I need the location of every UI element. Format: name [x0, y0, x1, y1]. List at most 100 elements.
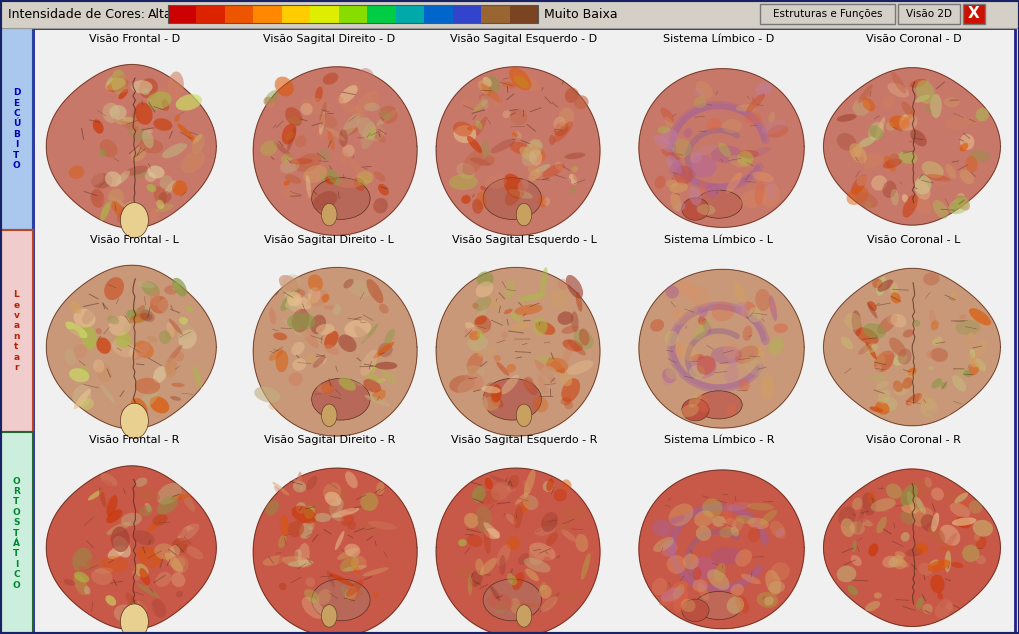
Ellipse shape — [473, 306, 486, 331]
Ellipse shape — [170, 396, 181, 401]
Ellipse shape — [95, 292, 105, 302]
Ellipse shape — [565, 87, 578, 103]
Ellipse shape — [109, 105, 126, 120]
Ellipse shape — [503, 174, 524, 198]
Ellipse shape — [298, 330, 310, 339]
Ellipse shape — [96, 328, 102, 334]
Ellipse shape — [64, 579, 75, 586]
Ellipse shape — [870, 365, 880, 377]
Ellipse shape — [573, 172, 591, 187]
Ellipse shape — [542, 481, 553, 492]
Ellipse shape — [274, 77, 293, 96]
Ellipse shape — [886, 313, 896, 325]
Ellipse shape — [338, 335, 357, 352]
Ellipse shape — [378, 184, 388, 195]
Ellipse shape — [680, 598, 695, 612]
Ellipse shape — [865, 342, 876, 359]
Ellipse shape — [339, 152, 350, 164]
Ellipse shape — [852, 146, 861, 157]
Ellipse shape — [343, 279, 354, 288]
Ellipse shape — [76, 133, 97, 155]
Ellipse shape — [458, 539, 467, 547]
Ellipse shape — [324, 344, 339, 355]
Ellipse shape — [510, 313, 521, 322]
Ellipse shape — [273, 486, 284, 498]
Ellipse shape — [929, 94, 941, 118]
Ellipse shape — [522, 480, 530, 494]
Ellipse shape — [472, 199, 482, 214]
Ellipse shape — [344, 586, 357, 600]
Ellipse shape — [840, 518, 854, 537]
Ellipse shape — [476, 271, 493, 287]
Ellipse shape — [310, 357, 323, 380]
Ellipse shape — [380, 370, 396, 383]
Ellipse shape — [149, 208, 158, 221]
Ellipse shape — [476, 191, 486, 210]
Ellipse shape — [930, 512, 938, 532]
Ellipse shape — [306, 476, 317, 490]
Ellipse shape — [130, 146, 147, 162]
Ellipse shape — [136, 596, 147, 623]
Ellipse shape — [877, 389, 890, 404]
Text: Visão Frontal - R: Visão Frontal - R — [89, 436, 179, 445]
Ellipse shape — [126, 309, 138, 320]
Ellipse shape — [879, 344, 894, 355]
Ellipse shape — [697, 316, 705, 325]
Ellipse shape — [930, 378, 942, 389]
Ellipse shape — [146, 559, 153, 566]
Ellipse shape — [508, 189, 533, 198]
Ellipse shape — [581, 553, 590, 580]
Ellipse shape — [746, 147, 770, 158]
Ellipse shape — [905, 548, 922, 557]
Ellipse shape — [484, 528, 499, 539]
Ellipse shape — [106, 495, 117, 516]
Ellipse shape — [93, 359, 104, 373]
Ellipse shape — [153, 366, 166, 383]
Ellipse shape — [943, 354, 959, 366]
Ellipse shape — [303, 165, 327, 183]
Ellipse shape — [108, 545, 125, 559]
Ellipse shape — [934, 599, 952, 618]
Ellipse shape — [545, 532, 557, 546]
Ellipse shape — [689, 155, 716, 178]
Ellipse shape — [722, 342, 739, 359]
Ellipse shape — [537, 195, 546, 207]
Ellipse shape — [457, 378, 480, 394]
Ellipse shape — [374, 549, 378, 557]
Text: L
e
v
a
n
t
a
r: L e v a n t a r — [13, 290, 19, 372]
Ellipse shape — [515, 601, 543, 608]
Ellipse shape — [101, 189, 125, 209]
Ellipse shape — [510, 598, 521, 614]
Ellipse shape — [968, 115, 983, 125]
Text: Visão Sagital Direito - L: Visão Sagital Direito - L — [264, 235, 393, 245]
Ellipse shape — [881, 555, 898, 568]
Ellipse shape — [317, 589, 331, 605]
Ellipse shape — [871, 278, 881, 288]
Ellipse shape — [110, 197, 125, 207]
Ellipse shape — [849, 513, 866, 522]
Text: Visão Sagital Esquerdo - D: Visão Sagital Esquerdo - D — [450, 34, 597, 44]
Ellipse shape — [838, 507, 855, 527]
Ellipse shape — [483, 155, 494, 165]
Ellipse shape — [100, 202, 110, 221]
Ellipse shape — [91, 112, 109, 131]
Ellipse shape — [324, 492, 341, 506]
Ellipse shape — [278, 534, 286, 548]
Ellipse shape — [900, 484, 917, 506]
Text: Visão Sagital Esquerdo - R: Visão Sagital Esquerdo - R — [450, 436, 596, 445]
Ellipse shape — [570, 535, 580, 545]
Ellipse shape — [651, 578, 666, 595]
Ellipse shape — [518, 293, 546, 301]
Ellipse shape — [496, 544, 511, 566]
Ellipse shape — [494, 601, 508, 613]
Ellipse shape — [312, 378, 370, 420]
Ellipse shape — [78, 566, 85, 573]
Ellipse shape — [649, 319, 663, 332]
Ellipse shape — [747, 517, 768, 529]
Ellipse shape — [969, 150, 989, 162]
Ellipse shape — [542, 505, 559, 521]
Ellipse shape — [475, 559, 484, 575]
Ellipse shape — [152, 514, 167, 526]
Ellipse shape — [325, 176, 335, 184]
Ellipse shape — [79, 398, 94, 410]
